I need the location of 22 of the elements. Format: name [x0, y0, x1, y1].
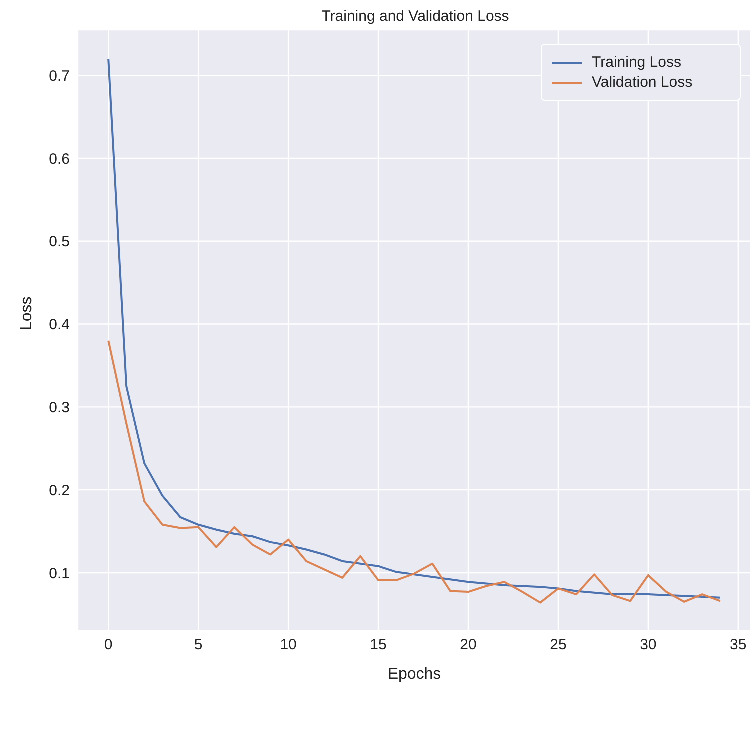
y-tick-label: 0.1	[49, 565, 70, 582]
y-tick-label: 0.6	[49, 150, 70, 168]
x-tick-label: 5	[194, 636, 203, 654]
x-tick-label: 20	[460, 636, 477, 654]
line-series	[108, 58, 722, 599]
y-tick-label: 0.3	[49, 400, 70, 417]
y-tick-label: 0.7	[49, 68, 70, 85]
y-tick-label: 0.2	[49, 482, 70, 500]
legend-label: Training Loss	[592, 54, 682, 71]
x-tick-label: 25	[550, 636, 567, 654]
chart-title: Training and Validation Loss	[320, 8, 510, 25]
y-tick-label: 0.4	[49, 316, 70, 334]
x-axis-title: Epochs	[388, 666, 442, 683]
x-tick-label: 35	[730, 636, 747, 654]
y-tick-label: 0.5	[49, 234, 70, 251]
x-tick-label: 0	[104, 636, 113, 654]
line-series	[108, 340, 722, 604]
x-tick-label: 10	[280, 636, 297, 654]
legend-label: Validation Loss	[592, 74, 693, 91]
y-axis-title: Loss	[18, 296, 36, 330]
x-tick-label: 15	[370, 636, 387, 654]
x-tick-label: 30	[640, 636, 657, 654]
